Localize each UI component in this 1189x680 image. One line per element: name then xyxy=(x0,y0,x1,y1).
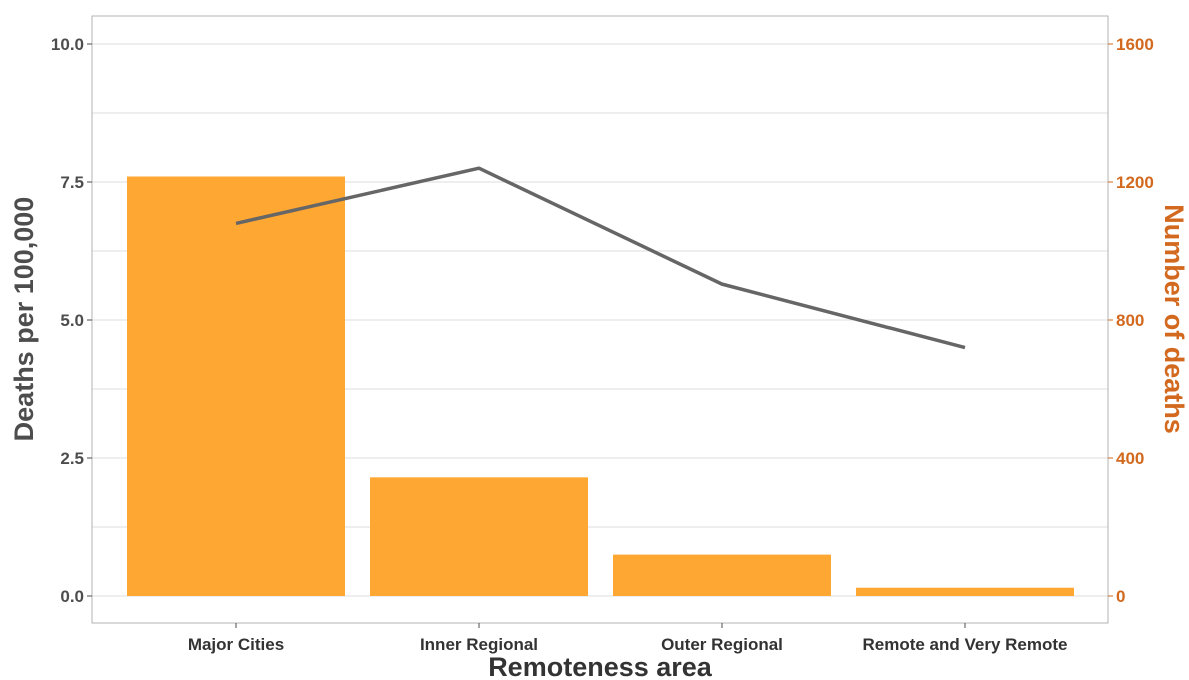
right-tick-label: 1200 xyxy=(1116,173,1154,192)
bar xyxy=(370,477,588,596)
bar xyxy=(613,554,831,596)
left-tick-label: 0.0 xyxy=(60,587,84,606)
left-tick-label: 5.0 xyxy=(60,311,84,330)
left-tick-label: 2.5 xyxy=(60,449,84,468)
bar xyxy=(127,176,345,597)
left-axis-ticks: 0.0 2.5 5.0 7.5 10.0 xyxy=(51,35,92,606)
right-tick-label: 400 xyxy=(1116,449,1144,468)
left-tick-label: 10.0 xyxy=(51,35,84,54)
y2-axis-title: Number of deaths xyxy=(1159,204,1189,434)
line-series-path xyxy=(235,166,966,350)
right-tick-label: 0 xyxy=(1116,587,1125,606)
bar-series xyxy=(127,176,1074,597)
right-axis-ticks: 0 400 800 1200 1600 xyxy=(1108,35,1154,606)
y-axis-title: Deaths per 100,000 xyxy=(9,197,39,442)
right-tick-label: 1600 xyxy=(1116,35,1154,54)
x-tick-label: Major Cities xyxy=(188,635,284,654)
right-tick-label: 800 xyxy=(1116,311,1144,330)
x-axis-ticks: Major Cities Inner Regional Outer Regional… xyxy=(188,623,1068,654)
x-axis-title: Remoteness area xyxy=(488,652,713,680)
x-tick-label: Remote and Very Remote xyxy=(862,635,1067,654)
left-tick-label: 7.5 xyxy=(60,173,84,192)
x-tick-label: Outer Regional xyxy=(661,635,783,654)
line-series xyxy=(235,166,966,350)
bar xyxy=(856,587,1074,596)
x-tick-label: Inner Regional xyxy=(420,635,538,654)
